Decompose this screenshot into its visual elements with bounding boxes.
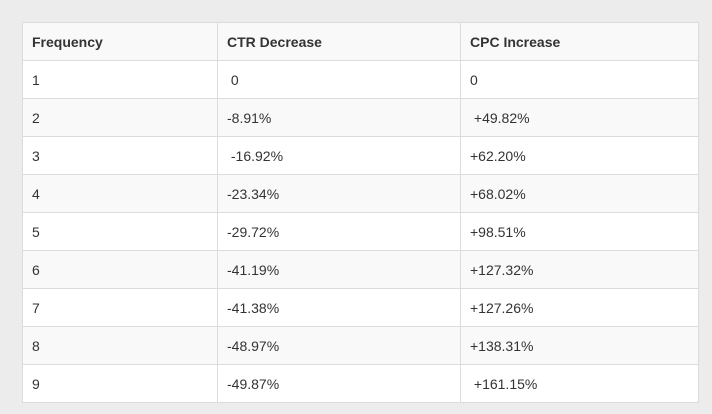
cell-ctr-decrease: -23.34% bbox=[217, 174, 461, 213]
cell-cpc-increase: +49.82% bbox=[460, 98, 699, 137]
cell-cpc-increase: +138.31% bbox=[460, 326, 699, 365]
header-cpc-increase: CPC Increase bbox=[460, 22, 699, 61]
cell-cpc-increase: 0 bbox=[460, 60, 699, 99]
cell-ctr-decrease: -49.87% bbox=[217, 364, 461, 403]
cell-ctr-decrease: 0 bbox=[217, 60, 461, 99]
cell-frequency: 2 bbox=[22, 98, 218, 137]
table-header-row: Frequency CTR Decrease CPC Increase bbox=[22, 22, 699, 61]
cell-ctr-decrease: -29.72% bbox=[217, 212, 461, 251]
table-row: 9 -49.87% +161.15% bbox=[22, 364, 699, 403]
cell-cpc-increase: +98.51% bbox=[460, 212, 699, 251]
cell-ctr-decrease: -41.19% bbox=[217, 250, 461, 289]
cell-frequency: 3 bbox=[22, 136, 218, 175]
table-row: 1 0 0 bbox=[22, 60, 699, 99]
cell-frequency: 6 bbox=[22, 250, 218, 289]
cell-ctr-decrease: -48.97% bbox=[217, 326, 461, 365]
header-frequency: Frequency bbox=[22, 22, 218, 61]
cell-frequency: 7 bbox=[22, 288, 218, 327]
cell-cpc-increase: +68.02% bbox=[460, 174, 699, 213]
cell-frequency: 9 bbox=[22, 364, 218, 403]
cell-frequency: 4 bbox=[22, 174, 218, 213]
table-row: 2 -8.91% +49.82% bbox=[22, 98, 699, 137]
table-row: 8 -48.97% +138.31% bbox=[22, 326, 699, 365]
cell-ctr-decrease: -41.38% bbox=[217, 288, 461, 327]
cell-cpc-increase: +161.15% bbox=[460, 364, 699, 403]
cell-ctr-decrease: -16.92% bbox=[217, 136, 461, 175]
table-row: 6 -41.19% +127.32% bbox=[22, 250, 699, 289]
cell-cpc-increase: +127.26% bbox=[460, 288, 699, 327]
cell-frequency: 8 bbox=[22, 326, 218, 365]
cell-frequency: 1 bbox=[22, 60, 218, 99]
cell-frequency: 5 bbox=[22, 212, 218, 251]
table-row: 5 -29.72% +98.51% bbox=[22, 212, 699, 251]
table-row: 3 -16.92% +62.20% bbox=[22, 136, 699, 175]
cell-cpc-increase: +127.32% bbox=[460, 250, 699, 289]
cell-cpc-increase: +62.20% bbox=[460, 136, 699, 175]
table-row: 7 -41.38% +127.26% bbox=[22, 288, 699, 327]
header-ctr-decrease: CTR Decrease bbox=[217, 22, 461, 61]
table-row: 4 -23.34% +68.02% bbox=[22, 174, 699, 213]
cell-ctr-decrease: -8.91% bbox=[217, 98, 461, 137]
frequency-ctr-cpc-table: Frequency CTR Decrease CPC Increase 1 0 … bbox=[22, 22, 699, 403]
frequency-table-container: Frequency CTR Decrease CPC Increase 1 0 … bbox=[22, 22, 699, 403]
